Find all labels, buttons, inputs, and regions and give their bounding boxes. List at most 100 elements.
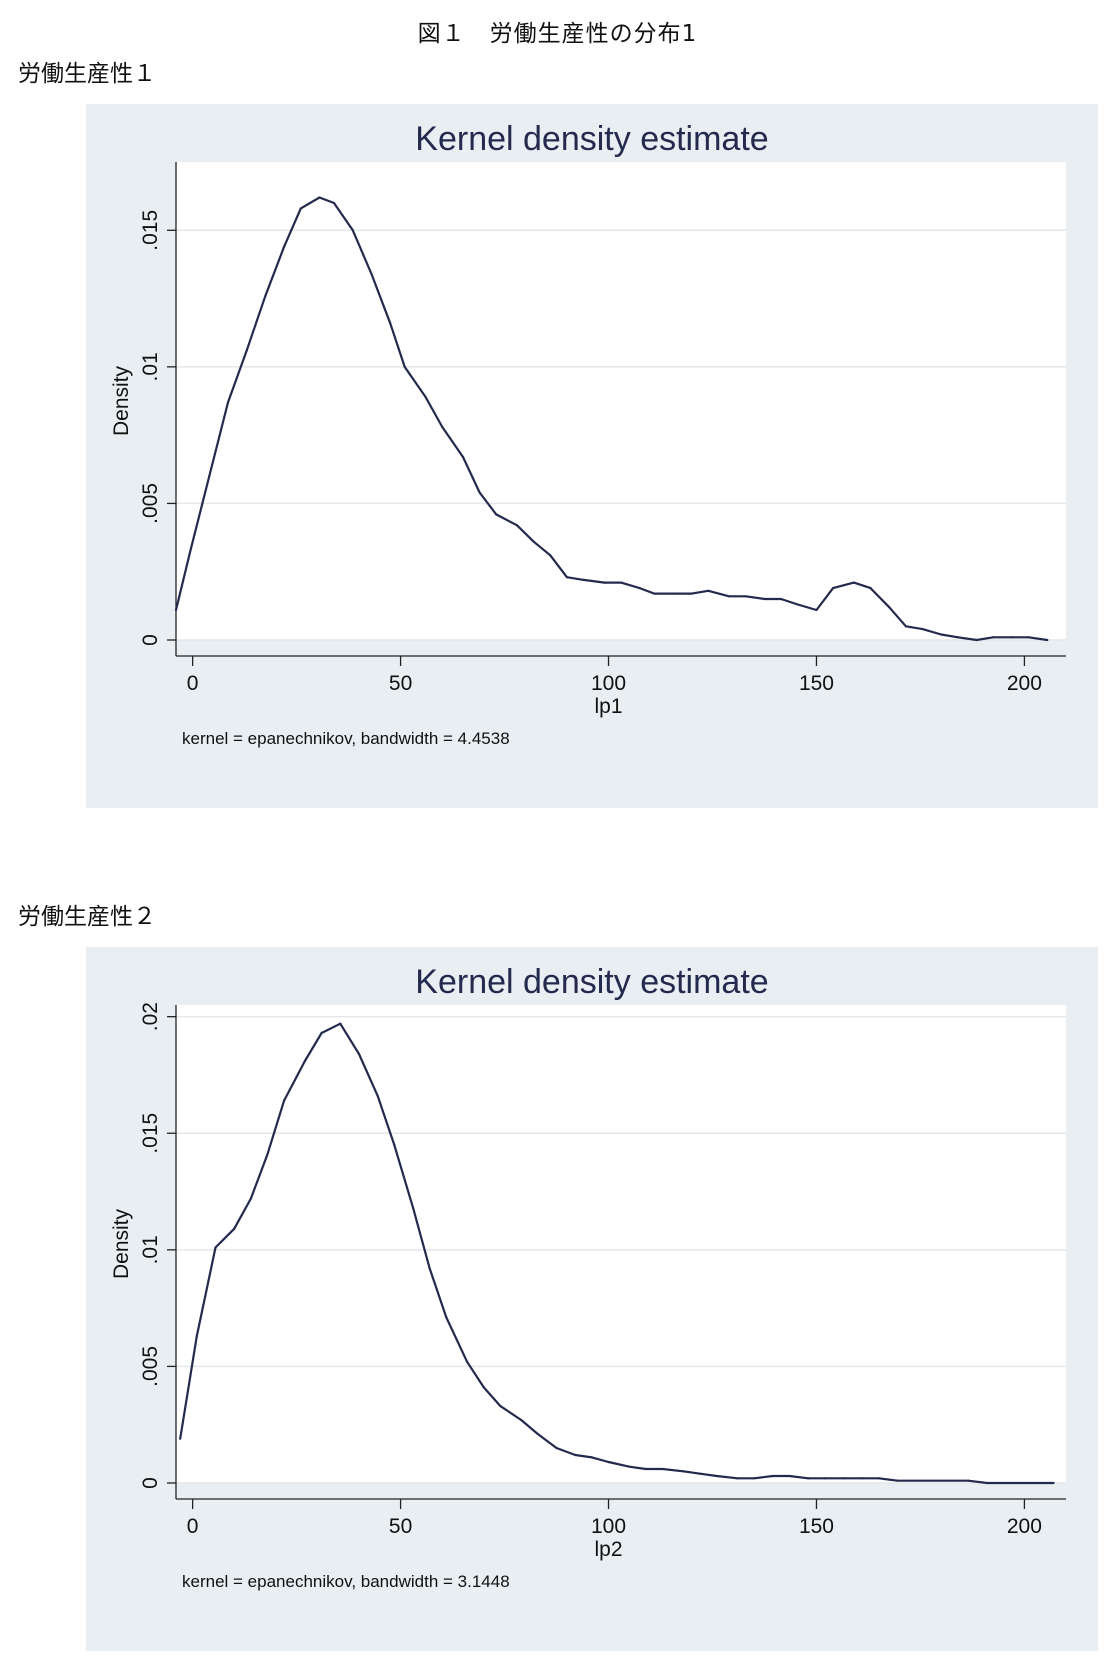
plot-area xyxy=(176,1005,1066,1483)
density-point xyxy=(1037,1481,1041,1485)
figure-title: 図１ 労働生産性の分布1 xyxy=(417,21,698,47)
density-point xyxy=(226,401,230,404)
density-point xyxy=(904,625,907,628)
density-point xyxy=(208,475,211,478)
density-point xyxy=(339,1022,342,1025)
density-point xyxy=(428,1267,431,1270)
x-axis-label: lp2 xyxy=(595,1538,623,1561)
density-point xyxy=(376,1094,379,1098)
density-point xyxy=(515,524,519,527)
chart-title: Kernel density estimate xyxy=(415,963,768,1001)
density-point xyxy=(603,581,606,584)
density-point xyxy=(956,636,959,639)
density-point xyxy=(698,1472,702,1475)
density-point xyxy=(815,608,818,612)
density-point xyxy=(653,592,656,595)
y-tick-label: .005 xyxy=(139,483,162,524)
density-point xyxy=(823,1477,826,1480)
y-tick-label: 0 xyxy=(139,634,162,646)
density-point xyxy=(1021,1481,1024,1485)
density-chart-2: Kernel density estimate 0 .005 .01 .015 .02 0 5… xyxy=(110,963,1066,1591)
density-point xyxy=(283,1099,286,1102)
density-point xyxy=(1027,636,1030,639)
density-point xyxy=(796,603,799,606)
density-point xyxy=(644,1467,648,1471)
density-point xyxy=(179,1437,182,1440)
density-point xyxy=(590,1456,593,1459)
density-point xyxy=(861,1477,864,1480)
y-axis-label: Density xyxy=(110,1208,133,1279)
density-point xyxy=(393,1143,396,1147)
density-point xyxy=(673,592,677,595)
density-point xyxy=(1010,636,1014,639)
density-point xyxy=(555,1446,558,1450)
density-point xyxy=(264,294,267,297)
density-point xyxy=(441,425,444,429)
density-point xyxy=(682,1470,685,1473)
density-point xyxy=(482,1386,485,1389)
density-point xyxy=(715,1474,718,1478)
density-point xyxy=(607,1460,610,1464)
x-tick-label: 50 xyxy=(389,1515,412,1538)
density-chart-1: Kernel density estimate 0 .005 .01 .015 0 50 10… xyxy=(110,120,1066,748)
kernel-note: kernel = epanechnikov, bandwidth = 3.144… xyxy=(182,1572,510,1591)
density-point xyxy=(249,1197,252,1200)
density-point xyxy=(690,592,693,595)
x-tick-label: 100 xyxy=(591,1515,626,1538)
density-point xyxy=(940,633,943,636)
density-point xyxy=(852,581,855,584)
density-point xyxy=(638,587,641,590)
density-point xyxy=(619,581,623,584)
density-point xyxy=(320,1031,323,1035)
density-point xyxy=(357,1052,361,1056)
density-point xyxy=(1052,1481,1055,1485)
y-tick-label: 0 xyxy=(139,1477,162,1489)
density-point xyxy=(445,1316,448,1319)
x-tick-label: 100 xyxy=(591,672,626,695)
density-point xyxy=(574,1453,577,1457)
density-point xyxy=(985,1481,989,1485)
y-tick-label: .01 xyxy=(139,352,162,381)
density-point xyxy=(752,1477,756,1480)
density-point xyxy=(318,196,321,199)
density-point xyxy=(565,576,569,579)
density-point xyxy=(948,1479,951,1482)
density-point xyxy=(214,1246,217,1249)
x-tick-label: 150 xyxy=(799,672,834,695)
density-point xyxy=(842,1477,845,1480)
density-point xyxy=(788,1474,791,1478)
density-point xyxy=(266,1153,269,1156)
chart-panel-1: Kernel density estimate 0 .005 .01 .015 0 50 10… xyxy=(86,104,1098,808)
density-point xyxy=(896,1479,899,1482)
density-point xyxy=(1046,638,1049,642)
density-point xyxy=(877,1477,880,1480)
density-point xyxy=(975,638,978,642)
density-point xyxy=(628,1465,631,1468)
density-point xyxy=(499,1404,502,1408)
density-point xyxy=(466,1360,469,1363)
density-line xyxy=(174,196,1048,642)
density-point xyxy=(728,595,731,598)
density-point xyxy=(967,1479,970,1482)
density-point xyxy=(299,207,302,210)
density-point xyxy=(888,606,891,609)
density-point xyxy=(303,1059,307,1063)
density-point xyxy=(520,1418,523,1422)
y-tick-label: .015 xyxy=(139,210,162,251)
density-point xyxy=(351,229,354,232)
density-point xyxy=(807,1477,810,1480)
y-tick-label: .005 xyxy=(139,1346,162,1387)
chart-title: Kernel density estimate xyxy=(415,120,768,158)
density-point xyxy=(532,540,535,543)
density-point xyxy=(832,587,835,590)
density-point xyxy=(332,201,336,205)
x-tick-label: 50 xyxy=(389,672,412,695)
density-point xyxy=(478,491,481,494)
density-point xyxy=(763,597,766,601)
x-tick-label: 0 xyxy=(187,672,199,695)
y-axis-label: Density xyxy=(110,365,133,436)
density-point xyxy=(411,1206,415,1209)
x-tick-label: 0 xyxy=(187,1515,199,1538)
density-point xyxy=(780,597,783,601)
density-point xyxy=(495,513,498,516)
